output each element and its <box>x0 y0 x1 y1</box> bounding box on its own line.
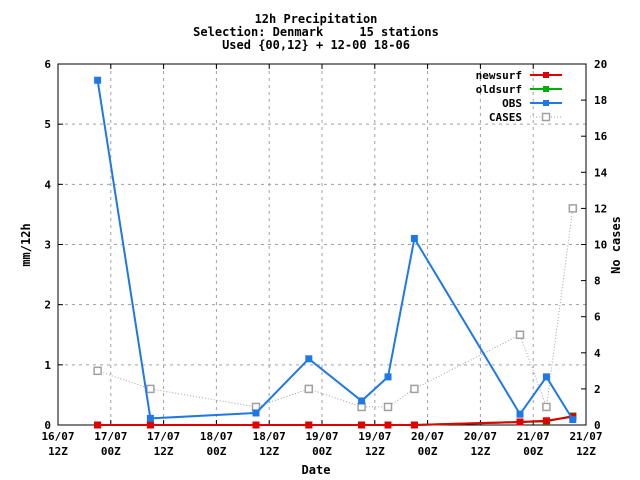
x-tick-label-hour: 12Z <box>470 445 490 458</box>
data-point-cases <box>568 204 578 213</box>
y2-tick-label: 16 <box>594 130 608 143</box>
y2-tick-label: 14 <box>594 166 608 179</box>
y-tick-label: 6 <box>44 58 51 71</box>
data-point-obs <box>542 373 550 381</box>
y2-tick-label: 6 <box>594 311 601 324</box>
axis-ticks: 16/07 12Z 17/07 00Z 17/07 12Z 18/07 00Z 18/07 12Z… <box>41 58 607 458</box>
data-point-newsurf <box>358 421 366 429</box>
x-tick-label-date: 19/07 <box>358 430 391 443</box>
data-point-obs <box>252 409 260 417</box>
y2-tick-label: 20 <box>594 58 607 71</box>
legend-marker-newsurf <box>543 72 549 78</box>
data-point-newsurf <box>384 421 392 429</box>
data-point-obs <box>569 416 577 424</box>
x-tick-label-hour: 00Z <box>312 445 332 458</box>
y2-tick-label: 2 <box>594 383 601 396</box>
x-tick-label-date: 18/07 <box>200 430 233 443</box>
data-point-obs <box>358 397 366 405</box>
x-tick-label-date: 20/07 <box>411 430 444 443</box>
x-tick-label-date: 16/07 <box>41 430 74 443</box>
data-point-cases <box>542 402 551 412</box>
chart-title-line-1: 12h Precipitation <box>255 12 378 26</box>
x-tick-label-date: 21/07 <box>569 430 602 443</box>
y2-tick-label: 10 <box>594 239 607 252</box>
data-point-newsurf <box>516 418 524 426</box>
data-point-cases <box>515 330 525 339</box>
y-tick-label: 1 <box>44 359 51 372</box>
x-tick-label-date: 17/07 <box>147 430 180 443</box>
data-point-obs <box>146 414 154 422</box>
data-point-obs <box>410 234 418 242</box>
data-point-newsurf <box>252 421 260 429</box>
y2-tick-label: 4 <box>594 347 601 360</box>
legend-marker-oldsurf <box>543 86 549 92</box>
chart-title-line-2: Selection: Denmark 15 stations <box>193 25 439 39</box>
data-point-cases <box>410 384 419 394</box>
y2-tick-label: 18 <box>594 94 607 107</box>
data-point-newsurf <box>305 421 313 429</box>
data-point-cases <box>383 402 393 412</box>
x-tick-label-hour: 00Z <box>101 445 121 458</box>
legend-label-cases: CASES <box>489 111 522 124</box>
data-point-newsurf <box>94 421 102 429</box>
x-tick-label-hour: 12Z <box>154 445 174 458</box>
data-point-cases <box>146 384 155 394</box>
data-point-obs <box>305 355 313 363</box>
legend-label-obs: OBS <box>502 97 522 110</box>
data-series <box>93 76 578 429</box>
y2-axis-label: No cases <box>609 216 623 274</box>
x-axis-label: Date <box>302 463 331 477</box>
y2-tick-label: 0 <box>594 419 601 432</box>
x-tick-label-hour: 00Z <box>418 445 438 458</box>
legend-label-newsurf: newsurf <box>476 69 522 82</box>
data-point-cases <box>93 366 102 376</box>
data-point-cases <box>357 402 366 412</box>
y-tick-label: 0 <box>44 419 51 432</box>
y2-tick-label: 12 <box>594 202 607 215</box>
y-tick-label: 4 <box>44 178 51 191</box>
data-point-obs <box>94 76 102 84</box>
data-point-cases <box>304 384 314 394</box>
x-tick-label-date: 17/07 <box>94 430 127 443</box>
x-tick-label-hour: 12Z <box>259 445 279 458</box>
x-tick-label-hour: 12Z <box>576 445 596 458</box>
y2-tick-label: 8 <box>594 275 601 288</box>
data-point-newsurf <box>410 421 418 429</box>
x-tick-label-hour: 00Z <box>523 445 543 458</box>
legend-marker-obs <box>543 100 549 106</box>
legend-label-oldsurf: oldsurf <box>476 83 522 96</box>
data-point-newsurf <box>146 421 154 429</box>
x-tick-label-hour: 00Z <box>206 445 226 458</box>
x-tick-label-date: 20/07 <box>464 430 497 443</box>
series-line-obs <box>96 80 574 421</box>
x-tick-label-date: 18/07 <box>253 430 286 443</box>
series-line-cases <box>97 208 574 408</box>
y-tick-label: 3 <box>44 239 51 252</box>
y-tick-label: 5 <box>44 118 51 131</box>
chart-title-line-3: Used {00,12} + 12-00 18-06 <box>222 38 410 52</box>
x-tick-label-date: 19/07 <box>305 430 338 443</box>
y-axis-label: mm/12h <box>19 223 33 266</box>
x-tick-label-hour: 12Z <box>48 445 68 458</box>
data-point-obs <box>384 373 392 381</box>
series-line-newsurf <box>97 415 573 426</box>
data-point-newsurf <box>542 417 550 425</box>
x-tick-label-hour: 12Z <box>365 445 385 458</box>
legend-marker-cases <box>541 112 551 122</box>
data-point-obs <box>516 410 524 418</box>
y-tick-label: 2 <box>44 299 51 312</box>
x-tick-label-date: 21/07 <box>517 430 550 443</box>
